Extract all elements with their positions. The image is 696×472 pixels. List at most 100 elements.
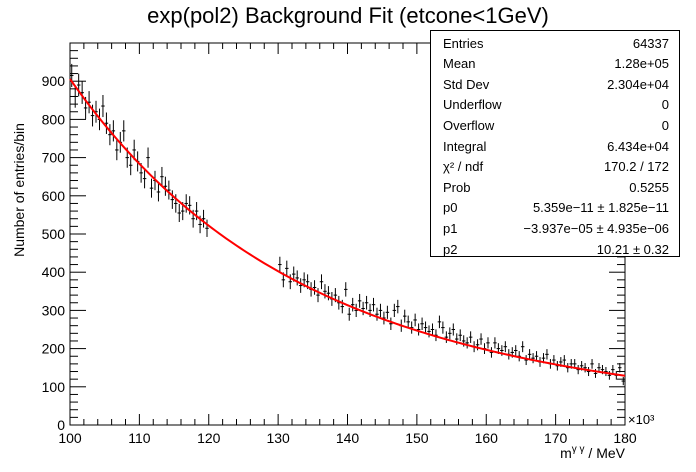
data-point	[479, 333, 483, 345]
data-point	[350, 297, 355, 312]
data-point	[604, 367, 608, 377]
stats-row: p0 5.359e−11 ± 1.825e−11	[443, 198, 669, 218]
data-point	[621, 376, 625, 386]
data-point	[586, 367, 591, 377]
data-point	[458, 329, 462, 342]
y-tick-label: 600	[42, 188, 66, 204]
data-point	[285, 260, 289, 277]
data-point	[583, 363, 587, 373]
data-point	[347, 307, 351, 321]
data-point	[520, 341, 525, 353]
fit-curve	[69, 78, 626, 377]
stats-value: 0	[661, 97, 669, 113]
y-tick-label: 800	[42, 111, 66, 127]
stats-row: Prob 0.5255	[443, 177, 669, 197]
data-point	[420, 317, 424, 330]
data-point	[70, 63, 74, 88]
data-point	[406, 315, 410, 329]
data-point	[423, 321, 428, 334]
data-point	[316, 288, 320, 303]
x-tick-label: 110	[128, 430, 151, 446]
data-point	[416, 323, 421, 336]
data-point	[465, 337, 469, 349]
data-point	[493, 337, 497, 349]
x-tick-label: 150	[405, 430, 429, 446]
stats-row: p2 10.21 ± 0.32	[443, 239, 669, 259]
stats-label: p0	[443, 200, 458, 216]
data-point	[427, 325, 431, 338]
y-tick-label: 500	[42, 226, 66, 242]
stats-row: Entries 64337	[443, 33, 669, 53]
data-point	[326, 286, 331, 301]
data-point	[104, 112, 109, 134]
data-point	[354, 303, 358, 318]
x-tick-label: 130	[266, 430, 290, 446]
data-point	[111, 120, 116, 142]
data-point	[527, 349, 532, 360]
data-point	[149, 178, 154, 198]
stats-row: Overflow 0	[443, 115, 669, 135]
data-point	[514, 345, 518, 356]
data-point	[524, 355, 528, 366]
x-tick-label: 120	[197, 430, 221, 446]
data-point	[312, 280, 317, 295]
chart-title: exp(pol2) Background Fit (etcone<1GeV)	[147, 3, 549, 28]
stats-label: Integral	[443, 138, 487, 154]
data-point	[441, 321, 445, 334]
data-point	[122, 120, 126, 142]
data-point	[618, 363, 622, 373]
data-point	[278, 256, 282, 273]
data-point	[201, 209, 206, 228]
data-point	[295, 270, 299, 286]
data-point	[132, 139, 136, 161]
data-point	[468, 331, 473, 343]
stats-row: χ² / ndf 170.2 / 172	[443, 157, 669, 177]
data-point	[364, 295, 369, 310]
y-tick-label: 700	[42, 150, 66, 166]
statistics-box: Entries 64337 Mean 1.28e+05 Std Dev 2.304e+04…	[430, 30, 680, 257]
data-point	[101, 94, 105, 118]
data-point	[378, 303, 383, 318]
data-point	[160, 166, 164, 187]
data-point	[392, 303, 397, 318]
x-tick-label: 180	[613, 430, 637, 446]
data-point	[163, 176, 168, 196]
stats-value: 10.21 ± 0.32	[596, 241, 669, 257]
stats-row: Underflow 0	[443, 95, 669, 115]
data-point	[451, 323, 456, 336]
x-tick-label: 160	[475, 430, 499, 446]
data-point	[503, 341, 508, 353]
data-point	[531, 353, 535, 364]
data-point	[590, 359, 594, 369]
data-point	[115, 139, 119, 161]
y-tick-label: 300	[42, 302, 66, 318]
x-tick-label: 170	[544, 430, 568, 446]
data-point	[437, 315, 442, 329]
data-point	[413, 313, 417, 327]
data-point	[73, 85, 77, 108]
y-tick-label: 0	[57, 417, 65, 433]
stats-label: Std Dev	[443, 76, 490, 92]
stats-row: Integral 6.434e+04	[443, 136, 669, 156]
stats-row: Mean 1.28e+05	[443, 54, 669, 74]
data-point	[205, 219, 209, 237]
x-tick-label: 100	[58, 430, 82, 446]
x-axis-label: mγ γ / MeV	[560, 444, 626, 461]
data-point	[177, 203, 181, 222]
y-axis-label: Number of entries/bin	[11, 123, 27, 257]
data-point	[489, 347, 494, 358]
stats-label: Prob	[443, 179, 471, 195]
data-point	[444, 331, 449, 343]
stats-value: 0	[661, 117, 669, 133]
y-tick-label: 100	[42, 379, 66, 395]
stats-value: 64337	[632, 35, 669, 51]
data-point	[611, 365, 615, 375]
y-tick-label: 900	[42, 73, 66, 89]
data-point	[403, 309, 407, 323]
data-point	[142, 168, 147, 189]
data-point	[385, 305, 390, 319]
stats-value: 2.304e+04	[607, 76, 669, 92]
data-point	[448, 327, 452, 340]
stats-row: p1 −3.937e−05 ± 4.935e−06	[443, 218, 669, 238]
data-point	[319, 274, 324, 290]
